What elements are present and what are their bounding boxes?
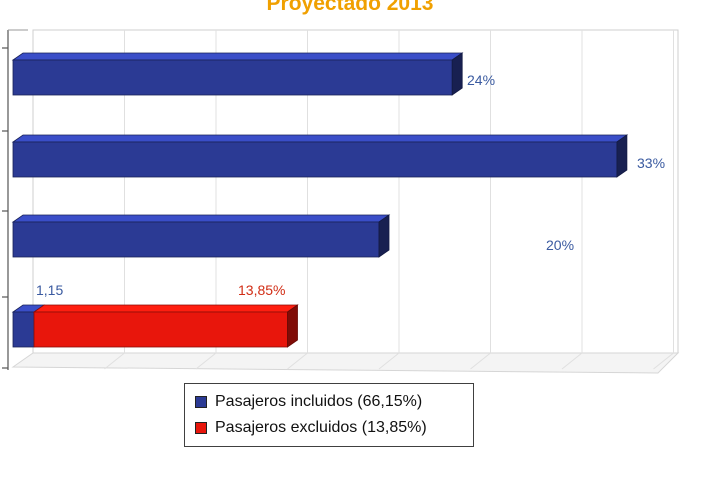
bar-top-face bbox=[11, 214, 391, 223]
bar-top-face bbox=[32, 304, 299, 313]
plot-floor bbox=[11, 352, 680, 374]
data-label-row-2-included: 33% bbox=[637, 155, 665, 171]
chart-title: Proyectado 2013 bbox=[266, 0, 434, 15]
floor-gridline bbox=[195, 352, 217, 370]
legend-label-excluded: Pasajeros excluidos (13,85%) bbox=[215, 419, 427, 436]
floor-gridline bbox=[378, 352, 400, 370]
floor-gridline bbox=[470, 352, 491, 370]
legend-item-included: Pasajeros incluidos (66,15%) bbox=[195, 389, 473, 415]
bar-top-face bbox=[11, 52, 464, 61]
data-label-row-4-excluded: 13,85% bbox=[238, 282, 285, 298]
data-labels: 24% 33% 20% 1,15 13,85% bbox=[36, 72, 665, 298]
data-label-row-1-included: 24% bbox=[467, 72, 495, 88]
bar-front-face bbox=[33, 311, 288, 348]
bar-side-face bbox=[616, 134, 628, 178]
legend-swatch-included bbox=[195, 396, 207, 408]
bar-top-face bbox=[11, 134, 629, 143]
floor-gridline bbox=[104, 352, 125, 370]
bar-included-row-1 bbox=[11, 52, 464, 96]
floor-gridline bbox=[653, 352, 674, 370]
legend-label-included: Pasajeros incluidos (66,15%) bbox=[215, 393, 423, 410]
bar-side-face bbox=[287, 304, 298, 348]
data-label-row-3-included: 20% bbox=[546, 237, 574, 253]
legend-swatch-excluded bbox=[195, 422, 207, 434]
bar-front-face bbox=[12, 221, 380, 258]
data-label-row-4-included: 1,15 bbox=[36, 282, 63, 298]
floor-gridline bbox=[287, 352, 308, 370]
bar-included-row-2 bbox=[11, 134, 629, 178]
floor-gridline bbox=[561, 352, 583, 370]
bar-side-face bbox=[378, 214, 390, 258]
bars bbox=[11, 52, 629, 348]
bar-front-face bbox=[12, 141, 618, 178]
bar-front-face bbox=[12, 311, 35, 348]
bar-excluded-row-4 bbox=[32, 304, 299, 348]
bar-side-face bbox=[451, 52, 463, 96]
axis bbox=[2, 29, 28, 370]
legend-item-excluded: Pasajeros excluidos (13,85%) bbox=[195, 415, 473, 441]
bar-included-row-3 bbox=[11, 214, 391, 258]
bar-front-face bbox=[12, 59, 453, 96]
legend: Pasajeros incluidos (66,15%) Pasajeros e… bbox=[184, 383, 474, 447]
